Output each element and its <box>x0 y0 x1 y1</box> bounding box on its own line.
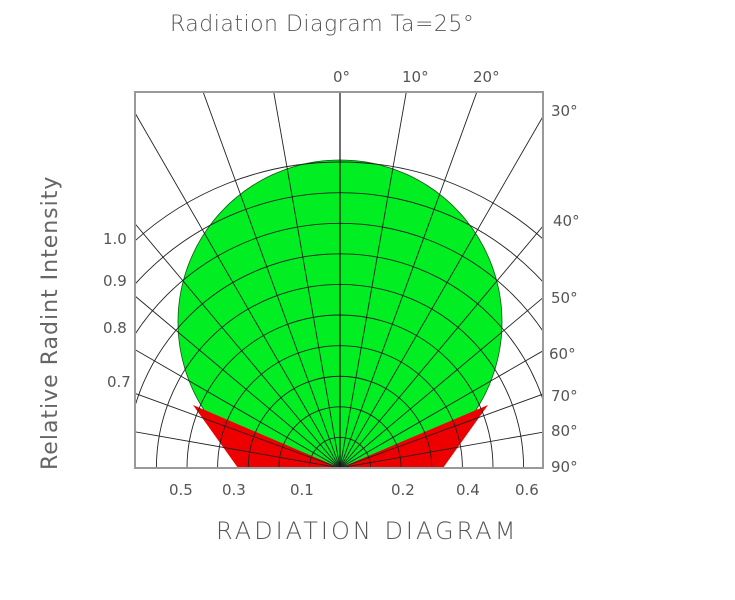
plot-frame <box>134 91 544 469</box>
side-region-right <box>340 405 488 468</box>
angle-tick-90: 90° <box>551 458 578 476</box>
intensity-tick-0.8: 0.8 <box>103 319 127 337</box>
angle-tick-80: 80° <box>551 422 578 440</box>
bottom-tick-0.6: 0.6 <box>515 481 539 499</box>
side-region-left <box>193 405 340 468</box>
chart-title: Radiation Diagram Ta=25° <box>170 12 475 37</box>
angle-tick-50: 50° <box>551 289 578 307</box>
angle-tick-10: 10° <box>402 68 429 86</box>
angle-tick-40: 40° <box>553 212 580 230</box>
angle-tick-0: 0° <box>333 68 351 86</box>
x-axis-label: RADIATION DIAGRAM <box>216 517 519 545</box>
y-axis-label: Relative Radint Intensity <box>38 175 63 470</box>
bottom-tick-0.3: 0.3 <box>222 481 246 499</box>
bottom-tick-0.2: 0.2 <box>391 481 415 499</box>
intensity-tick-1.0: 1.0 <box>103 230 127 248</box>
intensity-tick-0.7: 0.7 <box>107 373 131 391</box>
angle-tick-70: 70° <box>551 387 578 405</box>
bottom-tick-0.5: 0.5 <box>169 481 193 499</box>
bottom-tick-0.1: 0.1 <box>290 481 314 499</box>
angle-tick-60: 60° <box>549 345 576 363</box>
bottom-tick-0.4: 0.4 <box>456 481 480 499</box>
angle-tick-30: 30° <box>551 102 578 120</box>
angle-tick-20: 20° <box>473 68 500 86</box>
intensity-tick-0.9: 0.9 <box>103 272 127 290</box>
